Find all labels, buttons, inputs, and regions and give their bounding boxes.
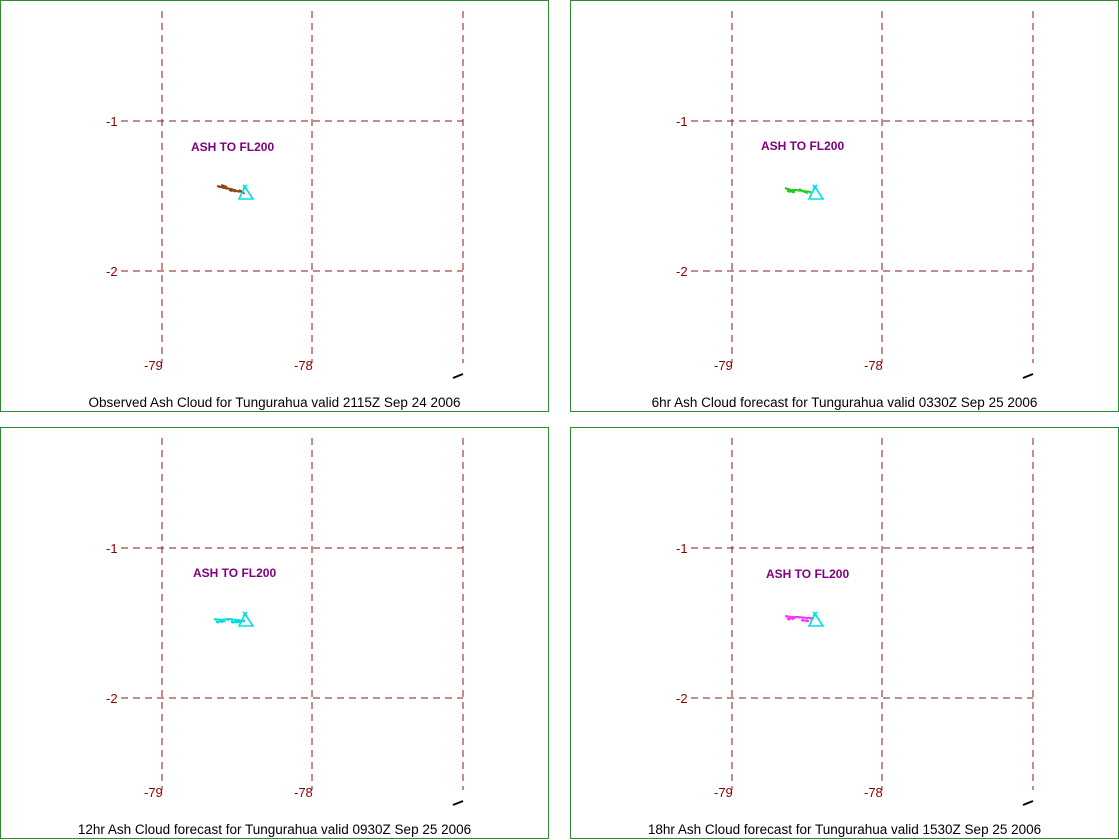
- ash-level-label: ASH TO FL200: [766, 567, 849, 581]
- lat-tick-minus2: -2: [676, 264, 688, 279]
- lon-tick-minus79: -79: [714, 785, 733, 800]
- ash-cloud-trail-icon: [784, 187, 813, 195]
- map-canvas: -1 -2 -79 -78 ASH TO FL200: [676, 438, 1034, 806]
- ash-level-label: ASH TO FL200: [193, 566, 276, 580]
- ash-cloud-trail-icon: [216, 184, 246, 195]
- lat-tick-minus1: -1: [106, 114, 118, 129]
- map-corner-mark: [452, 373, 464, 379]
- lon-tick-minus79: -79: [144, 785, 163, 800]
- ash-cloud-path-shadow: [785, 616, 814, 623]
- map-corner-mark: [1022, 800, 1034, 806]
- volcano-marker: [237, 184, 255, 200]
- lon-tick-minus78: -78: [294, 785, 313, 800]
- lat-tick-minus1: -1: [676, 541, 688, 556]
- lat-tick-minus1: -1: [676, 114, 688, 129]
- ash-cloud-trail-icon: [784, 615, 814, 623]
- lat-tick-minus2: -2: [676, 691, 688, 706]
- volcano-triangle-icon: [237, 611, 255, 627]
- volcano-triangle-icon: [807, 184, 825, 200]
- lat-lon-grid: [691, 11, 1034, 363]
- volcano-triangle-icon: [237, 184, 255, 200]
- volcano-marker: [807, 611, 825, 627]
- map-corner-mark: [452, 800, 464, 806]
- panel-caption: 18hr Ash Cloud forecast for Tungurahua v…: [647, 822, 1042, 837]
- lat-lon-grid: [121, 438, 464, 790]
- ash-level-label: ASH TO FL200: [761, 139, 844, 153]
- ash-cloud-path: [784, 615, 813, 622]
- lon-tick-minus79: -79: [714, 358, 733, 373]
- lat-lon-grid: [691, 438, 1034, 790]
- ash-level-label: ASH TO FL200: [191, 140, 274, 154]
- lon-tick-minus79: -79: [144, 358, 163, 373]
- volcano-marker: [237, 611, 255, 627]
- lon-tick-minus78: -78: [864, 358, 883, 373]
- volcano-triangle-icon: [807, 611, 825, 627]
- map-corner-mark: [1022, 373, 1034, 379]
- volcano-marker: [807, 184, 825, 200]
- ash-cloud-path-shadow: [785, 188, 813, 195]
- map-canvas: -1 -2 -79 -78 ASH TO FL200: [106, 438, 464, 806]
- lat-tick-minus2: -2: [106, 264, 118, 279]
- lon-tick-minus78: -78: [864, 785, 883, 800]
- lat-tick-minus2: -2: [106, 691, 118, 706]
- ash-cloud-trail-icon: [213, 617, 247, 624]
- ash-cloud-path: [216, 184, 245, 194]
- panel-caption: Observed Ash Cloud for Tungurahua valid …: [88, 395, 461, 410]
- lon-tick-minus78: -78: [294, 358, 313, 373]
- map-panel-observed: -1 -2 -79 -78 ASH TO FL200 Observed Ash …: [0, 0, 549, 412]
- panel-caption: 6hr Ash Cloud forecast for Tungurahua va…: [651, 395, 1038, 410]
- map-panel-12hr: -1 -2 -79 -78 ASH TO FL200 12hr Ash Clou…: [0, 427, 549, 839]
- map-canvas: -1 -2 -79 -78 ASH TO FL200: [106, 11, 464, 379]
- lat-lon-grid: [121, 11, 464, 363]
- map-panel-6hr: -1 -2 -79 -78 ASH TO FL200 6hr Ash Cloud…: [570, 0, 1119, 412]
- map-canvas: -1 -2 -79 -78 ASH TO FL200: [676, 11, 1034, 379]
- map-panel-18hr: -1 -2 -79 -78 ASH TO FL200 18hr Ash Clou…: [570, 427, 1119, 839]
- lat-tick-minus1: -1: [106, 541, 118, 556]
- panel-caption: 12hr Ash Cloud forecast for Tungurahua v…: [77, 822, 472, 837]
